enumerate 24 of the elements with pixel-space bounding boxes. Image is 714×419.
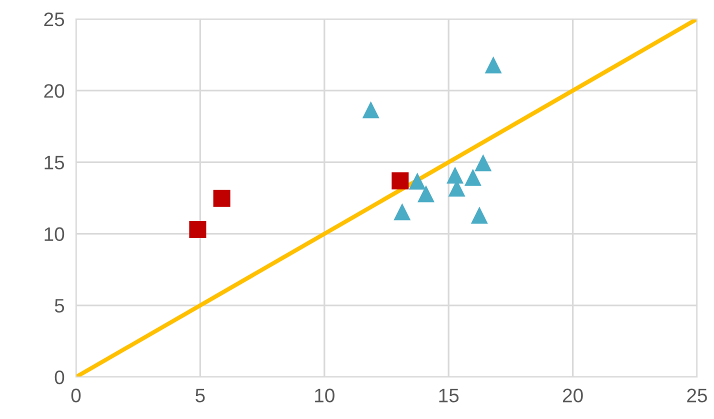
x-tick-label: 15: [439, 388, 459, 402]
point: [408, 172, 426, 190]
y-tick-label: 15: [44, 156, 64, 170]
x-tick-label: 25: [687, 388, 707, 402]
x-tick-label: 20: [562, 388, 583, 402]
point: [484, 56, 502, 74]
y-tick-label: 5: [54, 299, 64, 313]
y-tick-label: 0: [54, 370, 64, 384]
point: [417, 185, 434, 202]
point: [362, 101, 380, 118]
x-tick-label: 10: [315, 388, 334, 402]
point: [464, 168, 482, 186]
point: [474, 154, 492, 172]
point: [394, 203, 411, 220]
point: [213, 190, 230, 207]
point: [470, 206, 488, 224]
y-tick-label: 25: [44, 12, 64, 26]
x-tick-label: 0: [71, 388, 81, 402]
y-tick-label: 10: [44, 227, 64, 242]
point: [392, 172, 409, 190]
x-tick-label: 5: [196, 388, 205, 402]
y-tick-label: 20: [44, 84, 64, 98]
point: [189, 221, 206, 238]
point: [446, 166, 464, 184]
